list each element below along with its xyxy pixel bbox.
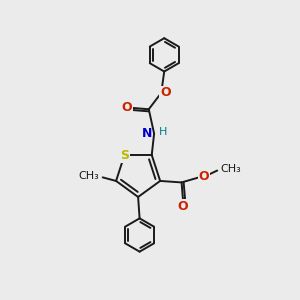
Text: O: O	[160, 86, 171, 99]
Text: S: S	[120, 148, 129, 161]
Text: O: O	[178, 200, 188, 213]
Text: CH₃: CH₃	[221, 164, 242, 174]
Text: H: H	[159, 127, 167, 137]
Text: N: N	[142, 127, 152, 140]
Text: CH₃: CH₃	[78, 171, 99, 181]
Text: O: O	[199, 170, 209, 183]
Text: O: O	[122, 101, 132, 114]
